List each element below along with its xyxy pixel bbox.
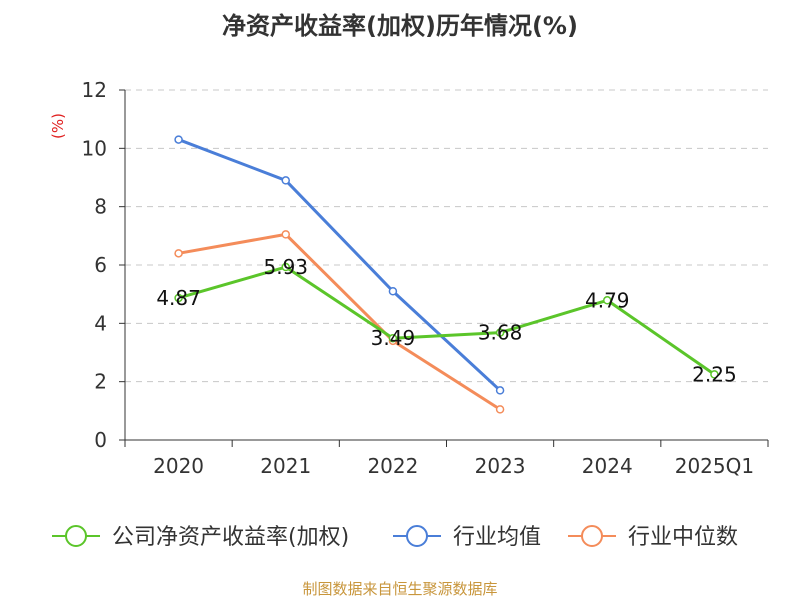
y-tick-label: 12 (82, 78, 107, 102)
data-point-industry_median (174, 249, 183, 258)
chart-title: 净资产收益率(加权)历年情况(%) (222, 12, 578, 40)
y-axis-unit-label: (%) (49, 113, 67, 139)
y-tick-label: 6 (94, 253, 107, 277)
data-point-company (603, 296, 612, 305)
legend-marker-company (65, 525, 87, 547)
data-point-company (495, 328, 505, 337)
series-line-industry_avg (178, 138, 502, 392)
data-point-industry_avg (388, 287, 398, 296)
data-point-industry_avg (174, 135, 183, 144)
data-label: 4.87 (156, 286, 201, 310)
data-point-company (388, 333, 398, 343)
data-point-industry_median (281, 230, 290, 239)
data-point-company (710, 370, 719, 379)
data-label: 3.68 (478, 321, 523, 345)
x-tick-label: 2023 (475, 454, 526, 478)
x-tick-label: 2020 (153, 454, 204, 478)
data-point-industry_avg (495, 386, 505, 395)
data-point-company (281, 262, 290, 272)
data-label: 5.93 (263, 255, 308, 279)
y-tick-label: 10 (82, 136, 107, 160)
data-point-company (174, 293, 183, 303)
legend-marker-industry_avg (406, 525, 428, 547)
series-line-industry_median (178, 232, 501, 411)
data-point-industry_avg (281, 176, 290, 185)
legend-label: 公司净资产收益率(加权) (112, 525, 349, 550)
x-tick-label: 2024 (582, 454, 633, 478)
data-source-footer: 制图数据来自恒生聚源数据库 (302, 580, 498, 598)
y-tick-label: 8 (94, 195, 107, 219)
series-line-company (178, 265, 716, 376)
data-label: 4.79 (585, 288, 630, 312)
data-label: 2.25 (692, 362, 737, 386)
data-point-industry_median (495, 405, 505, 414)
data-label: 3.49 (371, 326, 416, 350)
x-tick-label: 2021 (260, 454, 311, 478)
y-tick-label: 0 (94, 428, 107, 452)
y-tick-label: 2 (94, 370, 107, 394)
legend-marker-industry_median (581, 525, 603, 547)
y-tick-label: 4 (94, 311, 107, 335)
x-tick-label: 2022 (367, 454, 418, 478)
legend-label: 行业均值 (453, 525, 541, 550)
x-tick-label: 2025Q1 (675, 454, 754, 478)
legend-label: 行业中位数 (628, 525, 738, 550)
